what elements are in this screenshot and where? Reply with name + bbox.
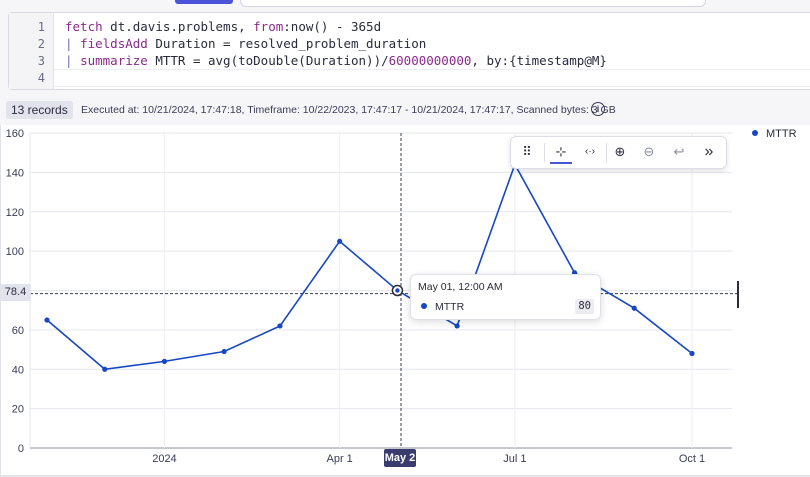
y-tick-label: 160 — [6, 128, 24, 140]
data-point — [337, 238, 343, 244]
y-tick-label: 60 — [12, 325, 24, 337]
select-zoom-icon[interactable]: ⊹ — [550, 142, 572, 164]
records-count-badge: 13 records — [6, 101, 73, 119]
active-tab-indicator[interactable] — [175, 0, 233, 4]
drag-handle-icon[interactable]: ⠿ — [522, 144, 532, 159]
query-status-bar: 13 records Executed at: 10/21/2024, 17:4… — [0, 98, 810, 122]
tooltip-title: May 01, 12:00 AM — [418, 281, 503, 293]
code-line-3[interactable]: 3 | summarize MTTR = avg(toDouble(Durati… — [9, 53, 809, 69]
line-number: 4 — [37, 71, 45, 85]
undo-zoom-icon[interactable]: ↩ — [673, 144, 685, 159]
code-token: | — [65, 53, 81, 68]
toolbar-divider — [544, 143, 545, 162]
x-tick-label: 2024 — [152, 453, 176, 465]
tooltip-series: MTTR — [421, 301, 464, 313]
chart-tooltip: May 01, 12:00 AM MTTR 80 — [410, 274, 601, 320]
y-tick-label: 140 — [6, 167, 24, 179]
tooltip-series-name: MTTR — [435, 301, 465, 313]
y-tick-label: 0 — [18, 443, 24, 455]
legend-marker — [752, 130, 758, 137]
current-line-highlight — [54, 69, 810, 87]
crosshair-right-marker — [737, 281, 739, 308]
code-line-4[interactable]: 4 — [9, 70, 809, 86]
y-tick-label: 40 — [12, 364, 24, 376]
line-number: 2 — [37, 37, 45, 51]
data-point — [454, 323, 460, 329]
chart-toolbar: ⠿ ⊹ ‹·› ⊕ ⊖ ↩ » — [510, 136, 727, 169]
y-tick-label: 100 — [6, 246, 24, 258]
code-token: Duration = resolved_problem_duration — [147, 36, 427, 51]
pan-icon[interactable]: ‹·› — [585, 146, 595, 157]
code-token: MTTR = avg(toDouble(Duration))/ — [147, 53, 389, 68]
chart-legend[interactable]: MTTR — [752, 128, 797, 140]
x-tick-label: Oct 1 — [679, 453, 705, 465]
data-point — [395, 288, 400, 293]
data-point — [161, 358, 168, 364]
code-token: fetch — [65, 19, 103, 34]
toolbar-divider — [606, 143, 607, 162]
dql-query-editor[interactable]: 1 fetch dt.davis.problems, from:now() - … — [8, 12, 810, 90]
code-line-2[interactable]: 2 | fieldsAdd Duration = resolved_proble… — [9, 36, 809, 52]
code-token: dt.davis.problems, — [102, 19, 254, 34]
execution-info: Executed at: 10/21/2024, 17:47:18, Timef… — [81, 104, 616, 116]
tooltip-marker — [421, 303, 427, 310]
data-point — [277, 323, 283, 329]
legend-label: MTTR — [766, 128, 797, 140]
data-point — [102, 366, 108, 372]
line-number-gutter — [9, 13, 54, 89]
line-number: 3 — [37, 54, 45, 68]
data-point — [631, 305, 637, 311]
chart-panel — [0, 125, 810, 477]
code-token: , by: — [471, 53, 510, 68]
line-number: 1 — [37, 20, 45, 34]
y-tick-label: 20 — [12, 404, 24, 416]
data-point — [44, 317, 50, 323]
code-token: :now() - 365d — [283, 19, 382, 34]
top-tab-strip — [0, 0, 810, 8]
y-tick-label: 120 — [6, 207, 24, 219]
zoom-out-icon[interactable]: ⊖ — [643, 144, 655, 159]
x-tick-label: Jul 1 — [503, 453, 526, 465]
code-token: fieldsAdd — [80, 36, 148, 51]
code-token: from — [253, 19, 284, 34]
crosshair-x-label: May 2 — [384, 449, 416, 467]
code-token: {timestamp@M} — [509, 53, 607, 68]
panel-bottom-edge — [0, 475, 810, 477]
code-token: | — [65, 36, 81, 51]
x-tick-label: Apr 1 — [327, 453, 353, 465]
code-line-1[interactable]: 1 fetch dt.davis.problems, from:now() - … — [9, 19, 809, 35]
info-icon[interactable]: i — [591, 102, 605, 116]
tooltip-value: 80 — [575, 299, 594, 314]
data-point — [689, 350, 695, 357]
expand-icon[interactable]: » — [704, 143, 714, 160]
zoom-in-icon[interactable]: ⊕ — [614, 144, 626, 159]
code-token: summarize — [80, 53, 148, 68]
data-point — [221, 348, 227, 355]
code-token: 60000000000 — [388, 53, 472, 68]
series-line — [46, 162, 693, 371]
crosshair-y-value: 78.4 — [0, 284, 31, 301]
